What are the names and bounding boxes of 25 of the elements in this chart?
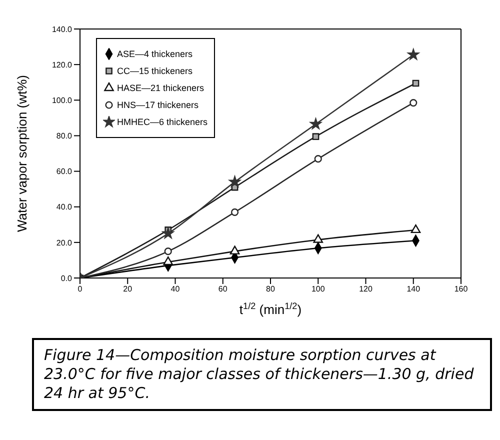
x-tick-label: 100	[311, 284, 326, 294]
y-axis-title: Water vapor sorption (wt%)	[14, 74, 30, 232]
y-tick-label: 0.0	[60, 274, 73, 283]
caption: Figure 14—Composition moisture sorption curves at 23.0°C for five major classes of thickeners—1.30 g, dried 24 hr at 95°C.	[32, 338, 492, 411]
y-tick-label: 140.0	[52, 24, 73, 34]
y-tick-label: 40.0	[56, 202, 73, 212]
legend-label: HMHEC—6 thickeners	[117, 117, 208, 127]
y-tick-label: 120.0	[52, 60, 73, 70]
y-tick-label: 60.0	[56, 167, 73, 176]
x-tick-label: 80	[266, 284, 276, 294]
y-tick-label: 20.0	[56, 238, 73, 248]
x-tick-label: 120	[359, 284, 373, 294]
y-tick-label: 100.0	[52, 96, 73, 105]
x-tick-label: 160	[454, 284, 468, 294]
legend-label: CC—15 thickeners	[117, 66, 193, 76]
x-tick-label: 0	[78, 284, 83, 294]
legend-label: ASE—4 thickeners	[117, 49, 193, 59]
legend-label: HASE—21 thickeners	[117, 83, 204, 93]
x-tick-label: 140	[406, 284, 421, 294]
x-axis-title: t$^{1/2}$ (min$^{1/2}$)	[239, 301, 302, 317]
x-tick-label: 60	[218, 284, 228, 294]
x-tick-label: 20	[123, 284, 133, 294]
legend-label: HNS—17 thickeners	[117, 100, 199, 110]
x-tick-label: 40	[170, 284, 180, 294]
y-tick-label: 80.0	[56, 132, 73, 141]
